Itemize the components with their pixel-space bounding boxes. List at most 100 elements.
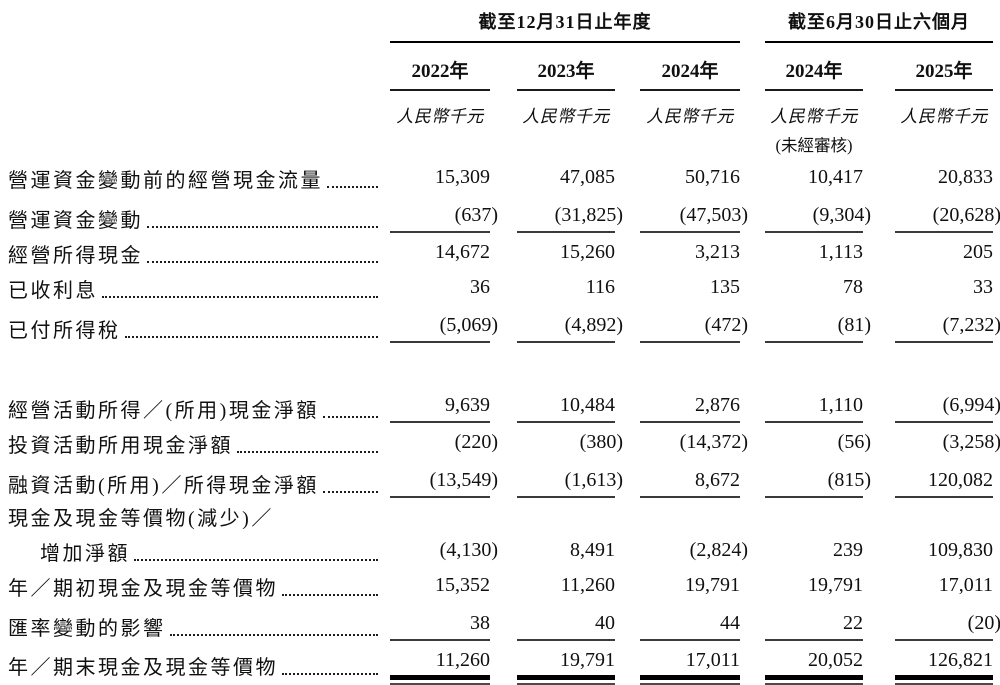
value-cell: 19,791 <box>517 649 615 685</box>
value-cell: 126,821 <box>895 649 993 685</box>
table-row: 已付所得稅 (5,069) (4,892) (472) (81) (7,232) <box>0 303 1000 343</box>
value-cell: 2,876 <box>640 394 740 423</box>
value-cell: (13,549) <box>390 469 498 498</box>
section-spacer <box>0 343 1000 383</box>
unit-label: 人民幣千元 <box>770 107 858 126</box>
unit-label: 人民幣千元 <box>646 107 734 126</box>
value-cell: 15,352 <box>435 574 490 596</box>
value-cell: 120,082 <box>895 469 993 498</box>
table-row: 現金及現金等價物(減少)／ <box>0 498 1000 531</box>
row-label-cell: 經營所得現金 <box>0 239 390 268</box>
value-cell: (56) <box>837 431 871 453</box>
value-cell: 19,791 <box>808 574 863 596</box>
value-cell: (9,304) <box>765 204 871 233</box>
dot-leader <box>124 336 378 338</box>
year-header-2022: 2022年 <box>390 43 490 91</box>
value-cell: 14,672 <box>435 241 490 263</box>
table-row: 增加淨額 (4,130) 8,491 (2,824) 239 109,830 <box>0 531 1000 566</box>
value-cell: (815) <box>765 469 871 498</box>
year-header-2024: 2024年 <box>640 43 740 91</box>
header-group-row: 截至12月31日止年度 截至6月30日止六個月 <box>0 8 1000 43</box>
dot-leader <box>282 594 378 596</box>
row-label-cell: 增加淨額 <box>0 537 390 566</box>
value-cell: (637) <box>390 204 498 233</box>
row-label-cell: 營運資金變動 <box>0 204 390 233</box>
row-label-cell: 年／期初現金及現金等價物 <box>0 572 390 601</box>
header-unit-row: 人民幣千元 人民幣千元 人民幣千元 人民幣千元 人民幣千元 <box>0 91 1000 127</box>
value-cell: 116 <box>585 276 615 298</box>
value-cell: (47,503) <box>640 204 748 233</box>
value-cell: (1,613) <box>517 469 623 498</box>
value-cell: 15,260 <box>560 241 615 263</box>
header-group-spacer <box>0 8 390 43</box>
value-cell: 11,260 <box>390 649 490 685</box>
dot-leader <box>282 673 378 675</box>
value-cell: (220) <box>454 431 498 453</box>
dot-leader <box>327 186 378 188</box>
table-row: 年／期初現金及現金等價物 15,352 11,260 19,791 19,791… <box>0 566 1000 601</box>
row-label-cell: 營運資金變動前的經營現金流量 <box>0 164 390 193</box>
value-cell: 11,260 <box>560 574 615 596</box>
dot-leader <box>237 451 378 453</box>
value-cell: (2,824) <box>689 539 748 561</box>
value-cell: (14,372) <box>679 431 748 453</box>
value-cell: 135 <box>710 276 740 298</box>
row-label-cell: 匯率變動的影響 <box>0 612 390 641</box>
header-year-row: 2022年 2023年 2024年 2024年 2025年 <box>0 43 1000 91</box>
unit-label: 人民幣千元 <box>900 107 988 126</box>
value-cell: (472) <box>640 314 748 343</box>
value-cell: (3,258) <box>942 431 1000 453</box>
value-cell: 3,213 <box>695 241 740 263</box>
table-row: 匯率變動的影響 38 40 44 22 (20) <box>0 601 1000 641</box>
value-cell: 15,309 <box>435 166 490 188</box>
dot-leader <box>147 226 378 228</box>
dot-leader <box>322 416 378 418</box>
value-cell: (7,232) <box>895 314 1000 343</box>
value-cell: (81) <box>765 314 871 343</box>
value-cell: 44 <box>640 612 740 641</box>
value-cell: (31,825) <box>517 204 623 233</box>
value-cell: (4,130) <box>439 539 498 561</box>
value-cell: 36 <box>470 276 490 298</box>
value-cell: 20,052 <box>765 649 863 685</box>
value-cell: 109,830 <box>928 539 993 561</box>
table-row: 營運資金變動前的經營現金流量 15,309 47,085 50,716 10,4… <box>0 155 1000 193</box>
col-group-interim-title: 截至6月30日止六個月 <box>765 8 993 43</box>
table-row-total: 年／期末現金及現金等價物 11,260 19,791 17,011 20,052… <box>0 641 1000 685</box>
value-cell: 1,113 <box>818 241 863 263</box>
row-label-cell: 已收利息 <box>0 274 390 303</box>
col-group-annual-title: 截至12月31日止年度 <box>390 8 740 43</box>
row-label-cell: 年／期末現金及現金等價物 <box>0 651 390 680</box>
value-cell: 20,833 <box>938 166 993 188</box>
value-cell: 22 <box>765 612 863 641</box>
value-cell: (20) <box>895 612 1000 641</box>
row-label-cell: 經營活動所得／(所用)現金淨額 <box>0 394 390 423</box>
year-header-2023: 2023年 <box>517 43 615 91</box>
value-cell: (6,994) <box>895 394 1000 423</box>
value-cell: 9,639 <box>390 394 490 423</box>
unaudited-note: (未經審核) <box>775 136 853 155</box>
value-cell: 239 <box>833 539 863 561</box>
value-cell: 19,791 <box>685 574 740 596</box>
value-cell: 50,716 <box>685 166 740 188</box>
table-row: 營運資金變動 (637) (31,825) (47,503) (9,304) (… <box>0 193 1000 233</box>
value-cell: 1,110 <box>765 394 863 423</box>
value-cell: 78 <box>843 276 863 298</box>
year-header-2025-interim: 2025年 <box>895 43 993 91</box>
table-row: 融資活動(所用)／所得現金淨額 (13,549) (1,613) 8,672 (… <box>0 458 1000 498</box>
value-cell: (380) <box>579 431 623 453</box>
value-cell: (20,628) <box>895 204 1000 233</box>
row-label-cell: 已付所得稅 <box>0 314 390 343</box>
value-cell: (5,069) <box>390 314 498 343</box>
value-cell: 10,484 <box>517 394 615 423</box>
value-cell: (4,892) <box>517 314 623 343</box>
table-row: 經營所得現金 14,672 15,260 3,213 1,113 205 <box>0 233 1000 268</box>
row-label-cell: 投資活動所用現金淨額 <box>0 429 390 458</box>
value-cell: 8,672 <box>640 469 740 498</box>
value-cell: 205 <box>963 241 993 263</box>
dot-leader <box>102 296 378 298</box>
unit-label: 人民幣千元 <box>396 107 484 126</box>
header-note-row: (未經審核) <box>0 127 1000 155</box>
table-row: 投資活動所用現金淨額 (220) (380) (14,372) (56) (3,… <box>0 423 1000 458</box>
